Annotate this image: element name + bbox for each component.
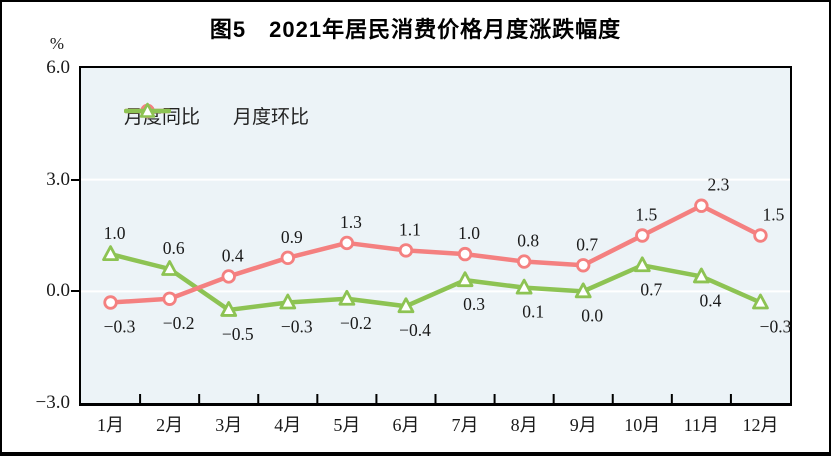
y-axis-unit-label: % xyxy=(49,34,64,53)
data-label: −0.2 xyxy=(163,313,195,333)
x-tick-label: 2月 xyxy=(156,415,184,435)
data-label: 1.5 xyxy=(635,205,657,225)
data-label: 0.3 xyxy=(463,294,485,314)
data-label: 0.4 xyxy=(699,290,721,310)
y-tick-label: 3.0 xyxy=(46,168,70,190)
mom-line-triangle-marker-icon xyxy=(124,102,171,118)
data-label: 1.3 xyxy=(340,212,362,232)
data-label: 0.7 xyxy=(576,234,598,254)
x-tick-label: 4月 xyxy=(274,415,302,435)
data-label: 1.0 xyxy=(104,223,126,243)
y-tick-label: −3.0 xyxy=(35,392,70,413)
data-label: 0.7 xyxy=(640,279,662,299)
line-chart: −0.3 −0.2 0.4 0.9 1.3 1.1 1.0 0.8 0.7 1.5 2.3 1.5 1.… xyxy=(81,175,790,403)
data-label: 0.9 xyxy=(281,227,303,247)
plot-area: −0.3 −0.2 0.4 0.9 1.3 1.1 1.0 0.8 0.7 1.5 2.3 1.5 1.… xyxy=(79,66,792,406)
data-label: 0.4 xyxy=(222,245,244,265)
y-tick-label: 6.0 xyxy=(46,57,70,78)
data-label: 0.1 xyxy=(522,302,544,322)
data-label: 2.3 xyxy=(707,175,729,195)
y-axis-tick xyxy=(71,290,79,293)
data-label: −0.5 xyxy=(222,324,254,344)
x-tick-label: 8月 xyxy=(510,415,538,435)
x-tick-label: 7月 xyxy=(451,415,479,435)
data-label: −0.3 xyxy=(281,317,313,337)
x-tick-label: 3月 xyxy=(215,415,243,435)
legend-item-mom: 月度环比 xyxy=(124,102,310,129)
x-tick-label: 1月 xyxy=(97,415,125,435)
data-label: 1.5 xyxy=(763,205,785,225)
data-label: −0.4 xyxy=(399,320,431,340)
legend: 月度同比 月度环比 xyxy=(124,102,309,129)
y-tick-label: 0.0 xyxy=(46,280,70,302)
x-tick-label: 11月 xyxy=(683,415,720,435)
data-label: 0.0 xyxy=(581,305,603,325)
legend-label-mom: 月度环比 xyxy=(233,107,310,128)
x-tick-label: 5月 xyxy=(333,415,361,435)
y-axis-tick xyxy=(71,178,79,181)
data-label: −0.2 xyxy=(340,313,372,333)
data-label: 0.8 xyxy=(517,231,539,251)
chart-title: 图5 2021年居民消费价格月度涨跌幅度 xyxy=(209,17,622,42)
x-tick-label: 10月 xyxy=(624,415,661,435)
x-tick-label: 12月 xyxy=(742,415,779,435)
data-label: 0.6 xyxy=(163,238,185,258)
data-label: −0.3 xyxy=(104,317,136,337)
data-label: 1.1 xyxy=(399,219,421,239)
data-label: 1.0 xyxy=(458,223,480,243)
x-tick-label: 9月 xyxy=(569,415,597,435)
data-label: −0.3 xyxy=(760,317,790,337)
x-tick-label: 6月 xyxy=(392,415,420,435)
